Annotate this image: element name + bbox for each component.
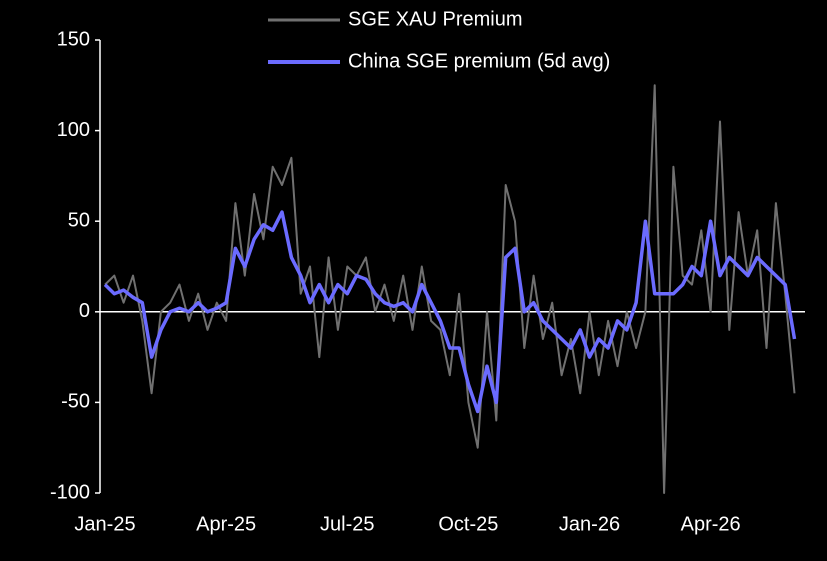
y-tick-label: -100	[50, 481, 90, 503]
legend-label: SGE XAU Premium	[348, 8, 522, 30]
x-tick-label: Jan-25	[74, 513, 135, 535]
x-tick-label: Jan-26	[559, 513, 620, 535]
y-tick-label: 50	[68, 209, 90, 231]
series-line	[104, 84, 796, 494]
x-tick-label: Apr-26	[681, 513, 741, 535]
series-line	[103, 210, 797, 414]
x-tick-label: Oct-25	[438, 513, 498, 535]
x-tick-label: Apr-25	[196, 513, 256, 535]
y-tick-label: -50	[61, 391, 90, 413]
x-tick-label: Jul-25	[320, 513, 374, 535]
y-tick-label: 150	[57, 28, 90, 50]
y-tick-label: 100	[57, 119, 90, 141]
legend-label: China SGE premium (5d avg)	[348, 50, 610, 72]
y-tick-label: 0	[79, 300, 90, 322]
